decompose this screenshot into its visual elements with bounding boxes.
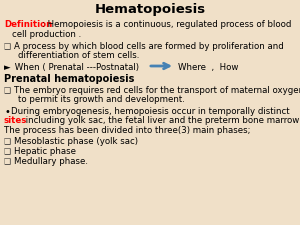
Text: ►: ► bbox=[4, 63, 11, 72]
Text: Definition: Definition bbox=[4, 20, 52, 29]
Text: ❑: ❑ bbox=[4, 137, 11, 146]
Text: differentiation of stem cells.: differentiation of stem cells. bbox=[18, 51, 140, 60]
Text: Hematopoiesis: Hematopoiesis bbox=[94, 3, 206, 16]
Text: : Hemopoiesis is a continuous, regulated process of blood: : Hemopoiesis is a continuous, regulated… bbox=[42, 20, 291, 29]
Text: including yolk sac, the fetal liver and the preterm bone marrow: including yolk sac, the fetal liver and … bbox=[23, 116, 299, 125]
Text: Prenatal hematopoiesis: Prenatal hematopoiesis bbox=[4, 74, 134, 84]
Text: •: • bbox=[4, 107, 10, 117]
Text: ❑: ❑ bbox=[4, 86, 11, 95]
Text: The embryo requires red cells for the transport of maternal oxygen: The embryo requires red cells for the tr… bbox=[14, 86, 300, 95]
Text: The process has been divided into three(3) main phases;: The process has been divided into three(… bbox=[4, 126, 250, 135]
Text: A process by which blood cells are formed by proliferation and: A process by which blood cells are forme… bbox=[14, 42, 284, 51]
Text: Mesoblastic phase (yolk sac): Mesoblastic phase (yolk sac) bbox=[14, 137, 138, 146]
Text: sites: sites bbox=[4, 116, 27, 125]
Text: Where  ,  How: Where , How bbox=[178, 63, 238, 72]
Text: Medullary phase.: Medullary phase. bbox=[14, 157, 88, 166]
Text: to permit its growth and development.: to permit its growth and development. bbox=[18, 95, 185, 104]
Text: ❑: ❑ bbox=[4, 157, 11, 166]
Text: cell production .: cell production . bbox=[12, 30, 81, 39]
Text: Hepatic phase: Hepatic phase bbox=[14, 147, 76, 156]
Text: ❑: ❑ bbox=[4, 147, 11, 156]
Text: During embryogenesis, hemopoiesis occur in temporally distinct: During embryogenesis, hemopoiesis occur … bbox=[11, 107, 290, 116]
Text: When ( Prenatal ---Postnatal): When ( Prenatal ---Postnatal) bbox=[12, 63, 139, 72]
Text: ❑: ❑ bbox=[4, 42, 11, 51]
